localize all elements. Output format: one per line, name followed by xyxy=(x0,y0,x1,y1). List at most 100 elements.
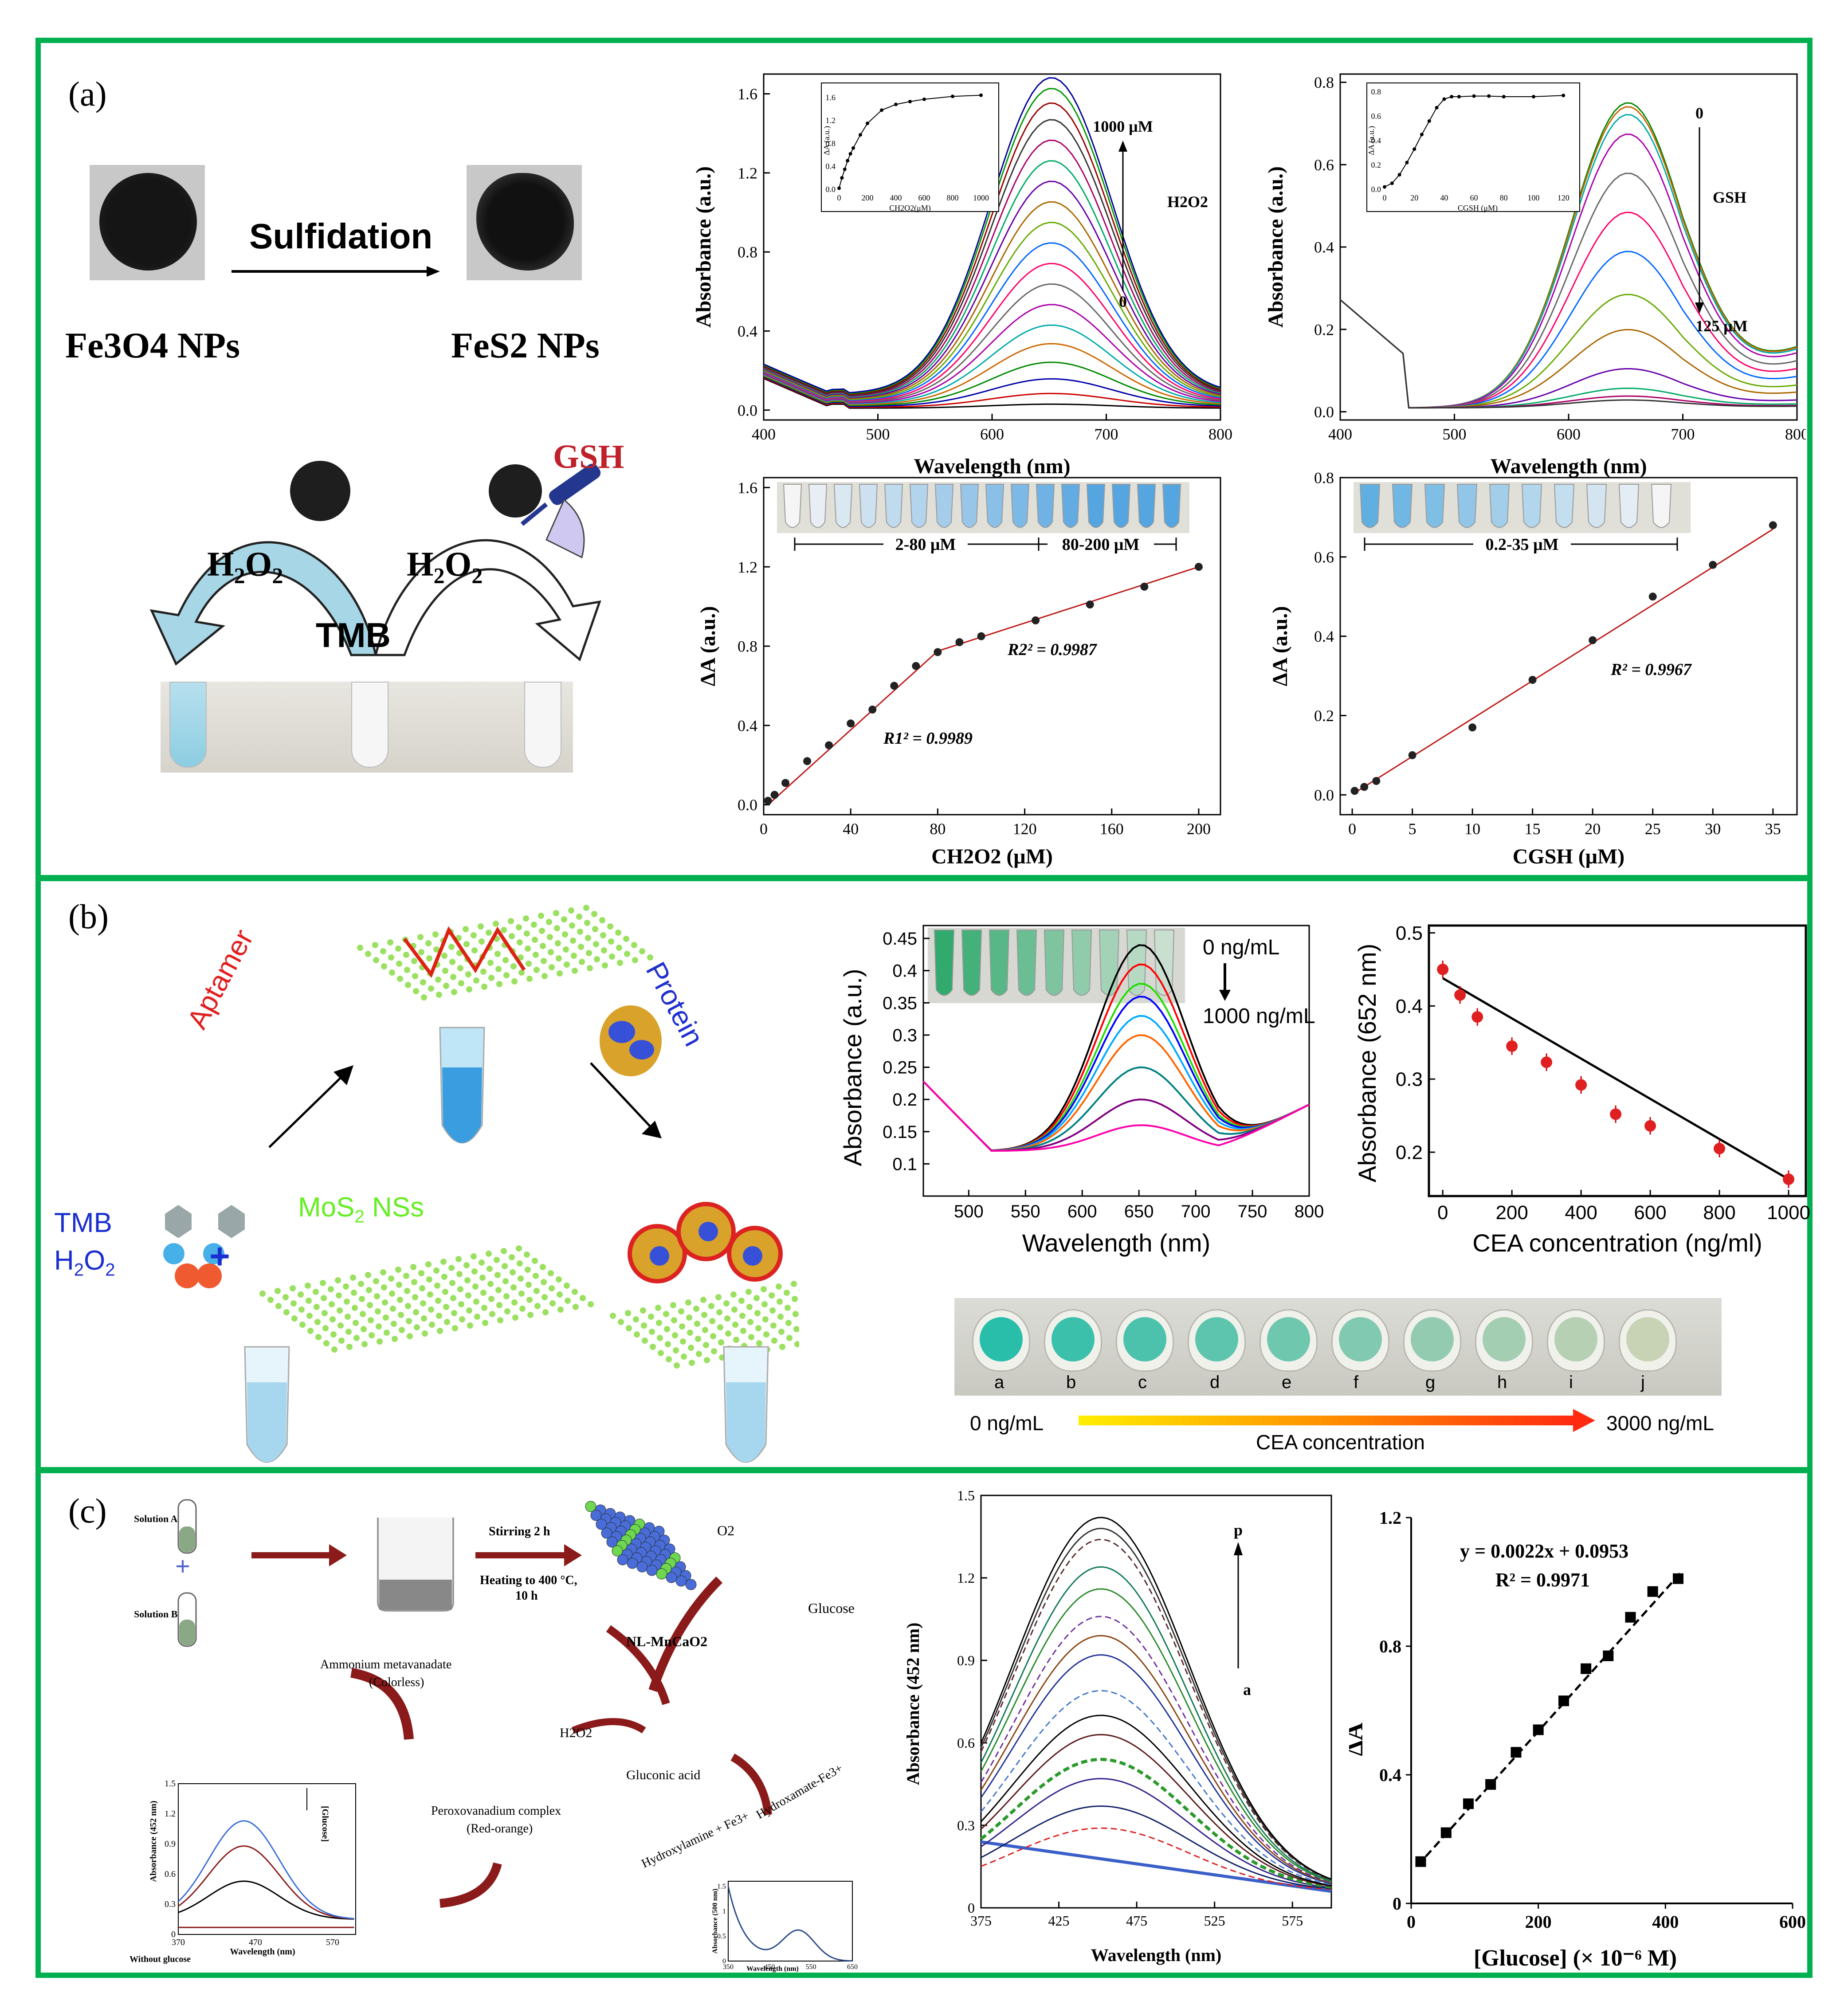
chart-a1-series xyxy=(763,304,1221,404)
chart-a3-point xyxy=(977,632,985,640)
mos2-atom xyxy=(361,1341,368,1347)
chart-a3-tube xyxy=(1111,484,1131,528)
mos2-atom xyxy=(655,1305,661,1311)
gradient-arrow-head xyxy=(1573,1409,1595,1432)
mos2-atom xyxy=(548,949,554,955)
mos2-atom xyxy=(429,1322,435,1328)
curved-arrow-5 xyxy=(730,1754,772,1816)
chart-a4-tube xyxy=(1554,484,1575,528)
chart-a4-xtick-label: 30 xyxy=(1705,820,1721,838)
protein-complexes xyxy=(628,1202,783,1283)
mini1-xlabel: Wavelength (nm) xyxy=(230,1947,295,1957)
mos2-atom xyxy=(471,947,478,953)
mos2-atom xyxy=(373,957,379,963)
chart-a2-inset-xtick: 120 xyxy=(1558,193,1569,202)
chart-c2-point xyxy=(1415,1856,1426,1867)
chart-a3-point xyxy=(764,796,772,805)
mos2-atom xyxy=(632,957,638,963)
mos2-atom xyxy=(367,1302,373,1308)
chart-a1-xlabel: Wavelength (nm) xyxy=(914,455,1070,478)
mos2-atom xyxy=(337,1307,343,1314)
arrow-up-icon xyxy=(334,1065,353,1085)
lattice-atom xyxy=(612,1545,623,1557)
mos2-atom xyxy=(450,1295,456,1301)
chart-a3-point xyxy=(781,779,790,787)
mos2-atom xyxy=(650,1344,656,1350)
mos2-atom xyxy=(450,974,456,980)
mos2-atom xyxy=(541,958,547,964)
mos2-atom xyxy=(688,1345,694,1351)
chart-a4-point xyxy=(1648,592,1657,601)
chart-a1-inset-xtick: 600 xyxy=(918,193,930,202)
mos2-atom xyxy=(607,923,613,930)
mos2-atom xyxy=(685,1299,691,1306)
mos2-atom xyxy=(641,1322,647,1329)
mos2-atom xyxy=(421,1315,427,1322)
mos2-atom xyxy=(501,1248,507,1254)
mos2-atom xyxy=(549,1285,555,1291)
chart-a2-inset-xtick: 80 xyxy=(1500,193,1508,202)
panel-c-label: (c) xyxy=(68,1491,107,1530)
mos2-atom xyxy=(502,1263,508,1269)
mos2-atom xyxy=(481,1305,487,1311)
chart-a2-inset-ytick: 0.2 xyxy=(1371,161,1381,169)
chart-b2-xtick-label: 1000 xyxy=(1767,1202,1810,1224)
chart-a4-xtick-label: 0 xyxy=(1348,820,1356,838)
tubes-photo xyxy=(161,682,573,773)
mos2-atom xyxy=(330,1331,337,1338)
mos2-atom xyxy=(494,1257,500,1263)
curved-arrow-7 xyxy=(227,1695,276,1748)
mos2-atom xyxy=(382,1299,388,1306)
mos2-atom xyxy=(473,1299,479,1305)
mini2-frame xyxy=(728,1881,853,1962)
mos2-atom xyxy=(501,927,507,933)
chart-a4-tube xyxy=(1586,484,1607,528)
mos2-atom xyxy=(503,1293,510,1299)
mos2-atom xyxy=(701,1312,707,1318)
chart-a3-xtick-label: 80 xyxy=(930,820,946,838)
chart-a2-inset-point xyxy=(1405,161,1409,165)
sulfidation-label: Sulfidation xyxy=(249,216,433,256)
mos2-atom xyxy=(753,1295,760,1301)
well-label: j xyxy=(1641,1373,1645,1392)
well-label: f xyxy=(1354,1373,1359,1392)
mos2-atom xyxy=(471,1268,478,1275)
lattice-atom xyxy=(646,1565,658,1576)
chart-b1-ytick-label: 0.25 xyxy=(883,1058,917,1078)
mos2-atom xyxy=(322,1310,328,1316)
chart-a2-inset-point xyxy=(1442,97,1446,101)
chart-a1-inset-point xyxy=(840,176,844,180)
mos2-atom xyxy=(568,907,574,914)
mos2-atom xyxy=(534,967,540,973)
chart-a2-inset-point xyxy=(1390,181,1394,185)
chart-b2-xtick-label: 200 xyxy=(1495,1202,1528,1224)
mos2-atom xyxy=(496,981,502,987)
chart-c1-series xyxy=(980,1566,1332,1882)
chart-c1-series xyxy=(981,1805,1332,1890)
chart-a2-arrow-label: GSH xyxy=(1713,188,1746,206)
o2-label: O2 xyxy=(717,1522,734,1538)
chart-a3-r1: R1² = 0.9989 xyxy=(883,729,973,748)
mos2-atom xyxy=(466,1307,472,1314)
chart-a1-xtick-label: 600 xyxy=(980,425,1004,443)
mos2-atom xyxy=(389,1291,395,1297)
mos2-atom xyxy=(657,1335,663,1341)
well xyxy=(1475,1309,1533,1372)
well xyxy=(1188,1309,1246,1372)
chart-a1-ytick-label: 0.4 xyxy=(738,322,757,340)
mos2-atom xyxy=(553,910,559,916)
mos2-atom xyxy=(487,1281,494,1287)
mos2-atom xyxy=(761,1286,767,1292)
chart-a3-range1: 2-80 μM xyxy=(895,535,956,554)
chart-b2-xlabel: CEA concentration (ng/ml) xyxy=(1472,1229,1762,1257)
mos2-atom xyxy=(549,1300,556,1306)
chart-a4-frame xyxy=(1339,477,1798,816)
mos2-atom xyxy=(681,1353,687,1360)
mos2-atom xyxy=(502,1278,509,1284)
mos2-atom xyxy=(541,1294,548,1300)
mos2-atom xyxy=(389,969,395,976)
mos2-atom xyxy=(405,1303,411,1309)
mos2-atom xyxy=(679,1323,685,1330)
chart-a1-series xyxy=(763,242,1221,401)
